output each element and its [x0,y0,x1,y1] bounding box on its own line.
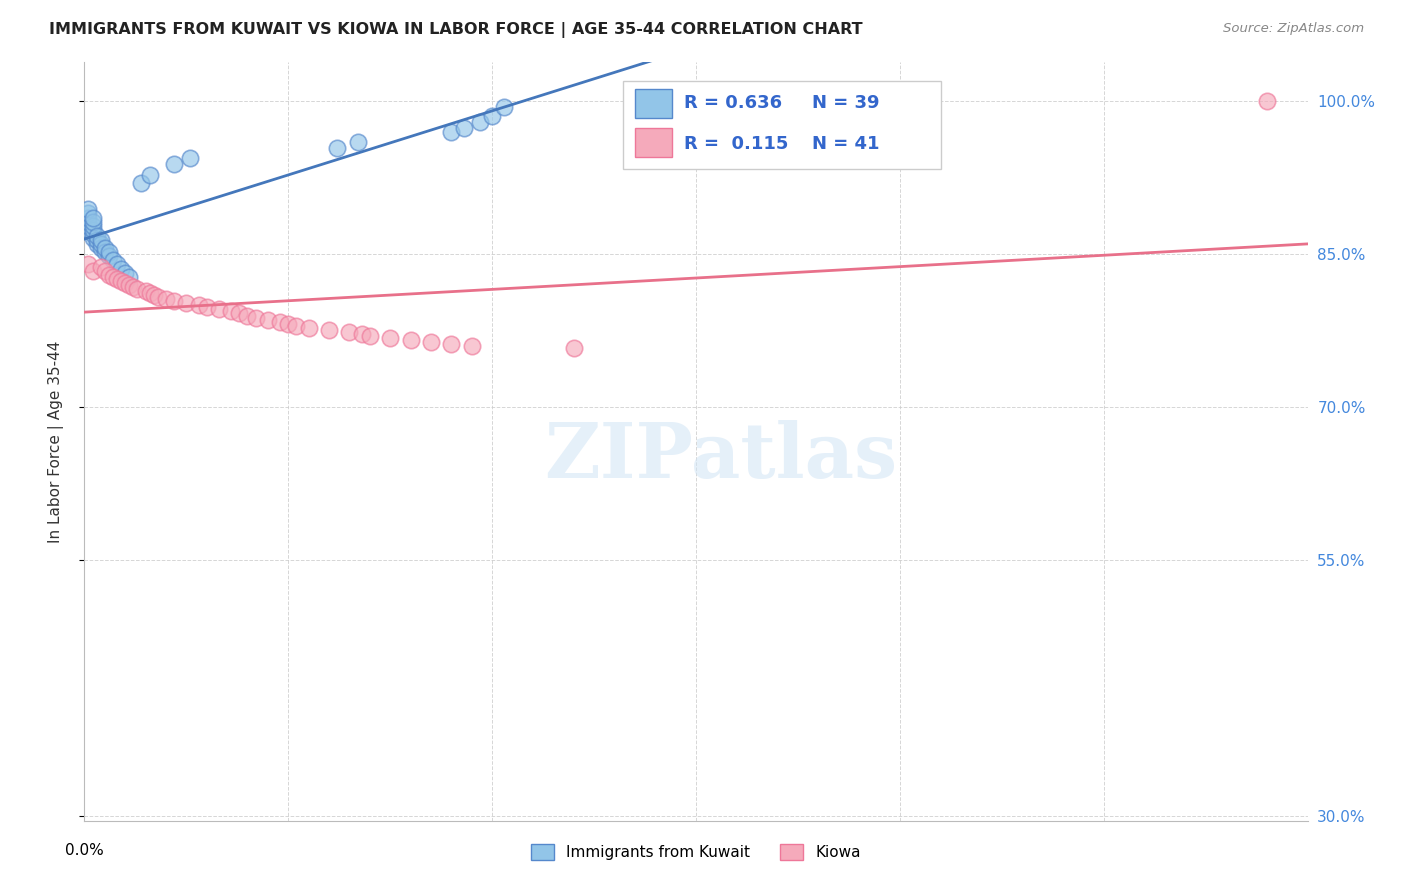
Point [187,298,209,312]
Point [236,309,259,323]
Point [82,227,104,241]
Point [105,272,128,286]
Text: N = 39: N = 39 [813,94,880,112]
FancyBboxPatch shape [636,89,672,118]
Point [110,274,132,288]
Point [77,214,100,228]
Point [82,231,104,245]
Point [453,120,475,135]
Point [118,269,141,284]
Point [420,334,443,349]
Point [90,233,112,247]
Point [350,326,373,341]
Point [138,286,160,301]
Point [77,258,100,272]
Text: N = 41: N = 41 [813,135,880,153]
Point [208,302,231,317]
Point [1256,94,1278,108]
Point [82,214,104,228]
Point [494,100,516,114]
Point [285,318,308,333]
Point [77,223,100,237]
Point [562,341,585,355]
Point [93,263,115,277]
Point [269,315,291,329]
Point [277,317,299,331]
Point [114,266,136,280]
Point [245,310,267,325]
Point [82,223,104,237]
Point [399,333,422,347]
Point [97,268,120,282]
Point [82,263,104,277]
Point [257,312,280,326]
Point [90,260,112,274]
Point [110,261,132,276]
FancyBboxPatch shape [623,81,941,169]
Point [86,233,108,247]
Point [179,152,201,166]
Legend: Immigrants from Kuwait, Kiowa: Immigrants from Kuwait, Kiowa [524,838,868,866]
Point [90,241,112,255]
FancyBboxPatch shape [636,128,672,157]
Text: IMMIGRANTS FROM KUWAIT VS KIOWA IN LABOR FORCE | AGE 35-44 CORRELATION CHART: IMMIGRANTS FROM KUWAIT VS KIOWA IN LABOR… [49,22,863,38]
Point [114,276,136,290]
Point [97,249,120,263]
Point [380,331,402,345]
Point [77,219,100,233]
Text: 0.0%: 0.0% [65,844,104,858]
Point [82,211,104,225]
Point [77,211,100,225]
Point [298,320,321,334]
Point [195,301,218,315]
Point [339,325,361,339]
Point [163,157,186,171]
Y-axis label: In Labor Force | Age 35-44: In Labor Force | Age 35-44 [48,341,63,542]
Point [82,219,104,233]
Point [359,329,381,343]
Point [122,280,145,294]
Point [105,258,128,272]
Point [101,269,124,284]
Point [93,241,115,255]
Text: R =  0.115: R = 0.115 [683,135,789,153]
Text: R = 0.636: R = 0.636 [683,94,782,112]
Point [131,176,153,190]
Point [155,292,177,306]
Point [440,337,463,351]
Point [468,114,491,128]
Point [86,237,108,252]
Point [440,125,463,139]
Point [135,284,157,298]
Point [326,141,349,155]
Point [346,135,368,149]
Point [90,237,112,252]
Point [461,339,484,353]
Point [101,253,124,268]
Point [77,202,100,217]
Point [142,288,165,302]
Text: Source: ZipAtlas.com: Source: ZipAtlas.com [1223,22,1364,36]
Point [86,228,108,243]
Point [146,290,169,304]
Point [174,296,197,310]
Text: ZIPatlas: ZIPatlas [544,420,897,493]
Point [138,168,160,182]
Point [219,304,242,318]
Point [118,277,141,292]
Point [77,206,100,220]
Point [93,245,115,260]
Point [481,108,503,122]
Point [97,245,120,260]
Point [127,282,149,296]
Point [318,323,340,337]
Point [163,294,186,309]
Point [228,306,250,320]
